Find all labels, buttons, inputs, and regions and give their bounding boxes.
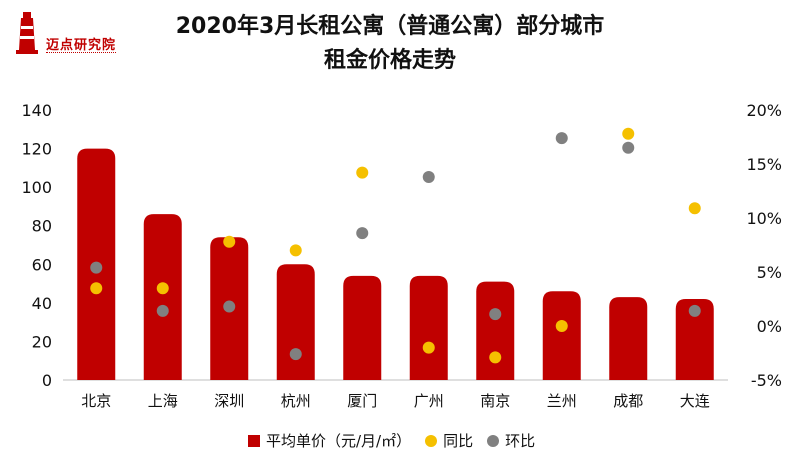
point-mom <box>156 304 169 317</box>
point-mom <box>356 227 369 240</box>
chart-title-line2: 租金价格走势 <box>323 48 456 73</box>
legend-item-mom: 环比 <box>487 430 535 451</box>
legend-item-price: 平均单价（元/月/㎡） <box>248 430 411 451</box>
bar-price <box>276 264 315 380</box>
legend-label-yoy: 同比 <box>443 432 474 450</box>
bar-price <box>143 214 182 380</box>
point-mom <box>223 300 236 313</box>
point-yoy <box>90 282 103 295</box>
chart-title: 2020年3月长租公寓（普通公寓）部分城市 租金价格走势 <box>110 10 670 78</box>
bar-price <box>609 297 648 380</box>
lighthouse-icon <box>16 12 38 54</box>
x-axis-tick-label: 成都 <box>613 392 643 410</box>
left-axis-tick-label: 140 <box>21 101 52 120</box>
left-axis-tick-label: 80 <box>32 217 52 236</box>
x-axis-tick-label: 上海 <box>148 392 178 410</box>
bar-price <box>542 291 581 380</box>
legend-swatch-yoy <box>425 434 438 447</box>
left-axis-tick-label: 40 <box>32 294 52 313</box>
logo-underline <box>46 52 116 56</box>
bar-price <box>343 275 382 380</box>
legend-swatch-mom <box>487 434 500 447</box>
legend-label-mom: 环比 <box>505 432 536 450</box>
point-yoy <box>422 341 435 354</box>
x-axis-tick-label: 杭州 <box>281 392 311 410</box>
point-mom <box>422 170 435 183</box>
legend-label-price: 平均单价（元/月/㎡） <box>266 432 412 450</box>
point-mom <box>289 348 302 361</box>
right-axis-tick-label: -5% <box>751 371 782 390</box>
point-yoy <box>688 202 701 215</box>
bar-price <box>675 299 714 380</box>
x-axis-tick-label: 大连 <box>680 392 710 410</box>
point-yoy <box>156 282 169 295</box>
x-axis-tick-label: 深圳 <box>214 392 244 410</box>
x-axis-tick-label: 北京 <box>81 392 111 410</box>
point-mom <box>489 308 502 321</box>
left-axis-tick-label: 0 <box>42 371 52 390</box>
legend-swatch-price <box>248 434 260 447</box>
x-axis-tick-label: 厦门 <box>347 392 377 410</box>
right-axis-tick-label: 10% <box>746 209 782 228</box>
x-axis-tick-label: 广州 <box>414 392 444 410</box>
left-axis-tick-label: 120 <box>21 140 52 159</box>
left-axis-tick-label: 60 <box>32 255 52 274</box>
point-yoy <box>223 235 236 248</box>
point-mom <box>555 132 568 145</box>
chart-title-line1: 2020年3月长租公寓（普通公寓）部分城市 <box>175 14 605 39</box>
point-yoy <box>356 166 369 179</box>
left-axis-tick-label: 100 <box>21 178 52 197</box>
legend: 平均单价（元/月/㎡） 同比 环比 <box>248 430 535 451</box>
right-axis-tick-label: 15% <box>746 155 782 174</box>
point-yoy <box>489 351 502 364</box>
point-mom <box>90 261 103 274</box>
logo-text: 迈点研究院 <box>46 38 117 53</box>
x-axis-tick-label: 南京 <box>480 392 510 410</box>
left-axis-tick-label: 20 <box>32 332 52 351</box>
logo: 迈点研究院 <box>12 8 116 60</box>
legend-item-yoy: 同比 <box>425 430 473 451</box>
point-mom <box>688 304 701 317</box>
bar-price <box>476 281 515 380</box>
right-axis-tick-label: 20% <box>746 101 782 120</box>
right-axis-tick-label: 5% <box>757 263 782 282</box>
point-mom <box>622 141 635 154</box>
point-yoy <box>555 320 568 332</box>
point-yoy <box>289 244 302 257</box>
x-axis-tick-label: 兰州 <box>547 392 577 410</box>
right-axis-tick-label: 0% <box>757 317 782 336</box>
point-yoy <box>622 127 635 140</box>
bar-price <box>409 275 448 380</box>
